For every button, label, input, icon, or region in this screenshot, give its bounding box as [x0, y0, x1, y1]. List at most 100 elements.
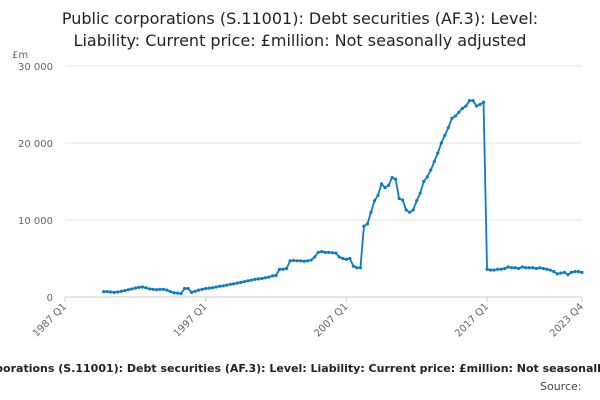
- point: [313, 255, 317, 259]
- point: [408, 210, 412, 214]
- point: [295, 259, 299, 263]
- point: [545, 267, 549, 271]
- point: [492, 268, 496, 272]
- point: [154, 288, 159, 292]
- point: [422, 179, 426, 184]
- point: [372, 199, 377, 203]
- point: [520, 265, 524, 269]
- point: [165, 288, 169, 292]
- point: [225, 283, 229, 287]
- point: [299, 259, 303, 263]
- point: [358, 266, 363, 270]
- point: [232, 282, 236, 286]
- point: [488, 268, 493, 272]
- point: [288, 259, 292, 263]
- point: [460, 106, 465, 110]
- point: [147, 287, 152, 291]
- point: [379, 182, 384, 186]
- point: [555, 272, 559, 276]
- point: [478, 102, 482, 107]
- point: [228, 282, 232, 286]
- x-tick-label: 2023 Q4: [548, 301, 586, 339]
- point: [541, 266, 545, 271]
- point: [517, 266, 521, 271]
- point: [306, 259, 310, 263]
- point: [186, 286, 190, 291]
- point: [168, 290, 173, 294]
- chart-title: Public corporations (S.11001): Debt secu…: [62, 9, 538, 28]
- point: [552, 269, 556, 274]
- point: [453, 114, 457, 118]
- point: [316, 250, 320, 254]
- point: [221, 284, 225, 288]
- y-tick-label: 10 000: [18, 216, 53, 227]
- point: [267, 275, 271, 279]
- point: [102, 290, 106, 294]
- point: [506, 265, 510, 269]
- y-tick-label: 30 000: [18, 62, 53, 73]
- point: [365, 222, 370, 226]
- point: [485, 267, 489, 271]
- point: [277, 267, 282, 271]
- point: [123, 288, 127, 293]
- point: [411, 208, 415, 212]
- point: [281, 267, 285, 271]
- point: [513, 266, 517, 270]
- point: [348, 256, 352, 261]
- point: [351, 264, 355, 268]
- point: [573, 269, 577, 274]
- point: [576, 269, 581, 274]
- x-tick-label: 1987 Q1: [31, 301, 69, 339]
- point: [116, 290, 120, 294]
- point: [415, 199, 419, 203]
- y-unit: £m: [12, 50, 28, 61]
- point: [355, 266, 359, 270]
- point: [214, 285, 218, 289]
- point: [151, 287, 155, 291]
- point: [235, 281, 239, 285]
- point: [137, 285, 141, 289]
- point: [140, 285, 144, 289]
- point: [471, 99, 475, 103]
- point: [246, 279, 250, 283]
- point: [302, 259, 306, 263]
- point: [239, 280, 243, 284]
- y-tick-label: 0: [47, 293, 53, 304]
- point: [429, 168, 433, 172]
- point: [534, 266, 538, 271]
- point: [503, 266, 507, 271]
- point: [443, 133, 447, 137]
- point: [527, 266, 531, 270]
- y-tick-label: 20 000: [18, 139, 53, 150]
- point: [109, 290, 113, 294]
- point: [369, 210, 373, 214]
- point: [566, 273, 570, 277]
- point: [580, 270, 584, 274]
- point: [548, 268, 552, 272]
- point: [510, 266, 514, 270]
- point: [334, 251, 338, 255]
- point: [376, 193, 380, 197]
- point: [404, 208, 408, 212]
- point: [274, 273, 278, 278]
- point: [263, 276, 268, 280]
- point: [390, 176, 394, 180]
- point: [309, 258, 313, 262]
- point: [292, 258, 296, 263]
- point: [182, 286, 187, 291]
- point: [450, 116, 454, 120]
- point: [344, 257, 348, 261]
- point: [524, 266, 528, 270]
- point: [383, 186, 387, 190]
- point: [158, 287, 162, 291]
- point: [105, 290, 109, 294]
- point: [179, 291, 183, 296]
- point: [481, 100, 486, 104]
- point: [249, 278, 254, 282]
- x-tick-label: 2017 Q1: [453, 301, 491, 339]
- point: [393, 177, 398, 181]
- point: [499, 267, 503, 271]
- point: [436, 151, 440, 155]
- point: [495, 267, 500, 271]
